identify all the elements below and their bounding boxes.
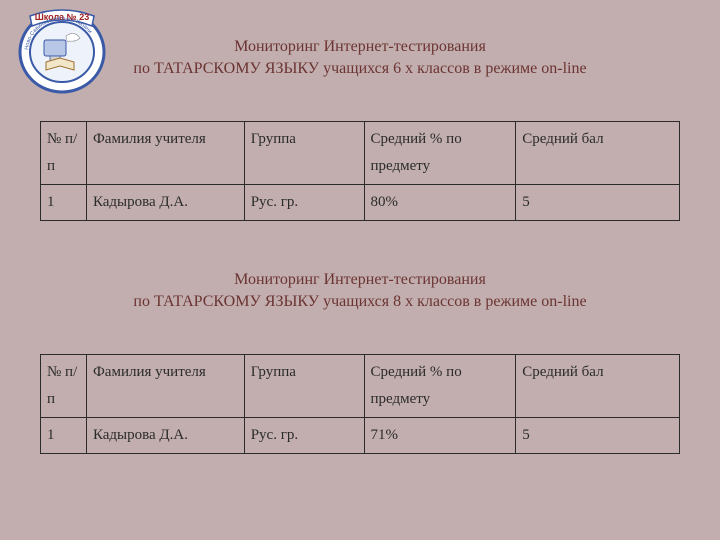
section2-title-line1: Мониторинг Интернет-тестирования <box>32 269 688 291</box>
cell-score: 5 <box>516 417 680 453</box>
col-header-score: Средний бал <box>516 354 680 417</box>
col-header-num: № п/п <box>41 121 87 184</box>
col-header-group: Группа <box>244 354 364 417</box>
section2-title-line2: по ТАТАРСКОМУ ЯЗЫКУ учащихся 8 х классов… <box>32 291 688 313</box>
col-header-percent: Средний % по предмету <box>364 354 516 417</box>
section1-title-line1: Мониторинг Интернет-тестирования <box>32 36 688 58</box>
section1-title: Мониторинг Интернет-тестирования по ТАТА… <box>32 36 688 81</box>
cell-num: 1 <box>41 417 87 453</box>
table-header-row: № п/п Фамилия учителя Группа Средний % п… <box>41 354 680 417</box>
cell-num: 1 <box>41 184 87 220</box>
cell-percent: 80% <box>364 184 516 220</box>
cell-percent: 71% <box>364 417 516 453</box>
section1-title-line2: по ТАТАРСКОМУ ЯЗЫКУ учащихся 6 х классов… <box>32 58 688 80</box>
cell-teacher: Кадырова Д.А. <box>86 184 244 220</box>
cell-group: Рус. гр. <box>244 184 364 220</box>
col-header-percent: Средний % по предмету <box>364 121 516 184</box>
table-row: 1 Кадырова Д.А. Рус. гр. 71% 5 <box>41 417 680 453</box>
col-header-teacher: Фамилия учителя <box>86 354 244 417</box>
school-logo: Школа № 23 Ново-Савиновский р-н г. Казан… <box>12 6 112 94</box>
section2-title: Мониторинг Интернет-тестирования по ТАТА… <box>32 269 688 314</box>
table-header-row: № п/п Фамилия учителя Группа Средний % п… <box>41 121 680 184</box>
cell-group: Рус. гр. <box>244 417 364 453</box>
cell-score: 5 <box>516 184 680 220</box>
cell-teacher: Кадырова Д.А. <box>86 417 244 453</box>
col-header-score: Средний бал <box>516 121 680 184</box>
col-header-num: № п/п <box>41 354 87 417</box>
col-header-teacher: Фамилия учителя <box>86 121 244 184</box>
section1-table: № п/п Фамилия учителя Группа Средний % п… <box>40 121 680 221</box>
col-header-group: Группа <box>244 121 364 184</box>
table-row: 1 Кадырова Д.А. Рус. гр. 80% 5 <box>41 184 680 220</box>
section2-table: № п/п Фамилия учителя Группа Средний % п… <box>40 354 680 454</box>
